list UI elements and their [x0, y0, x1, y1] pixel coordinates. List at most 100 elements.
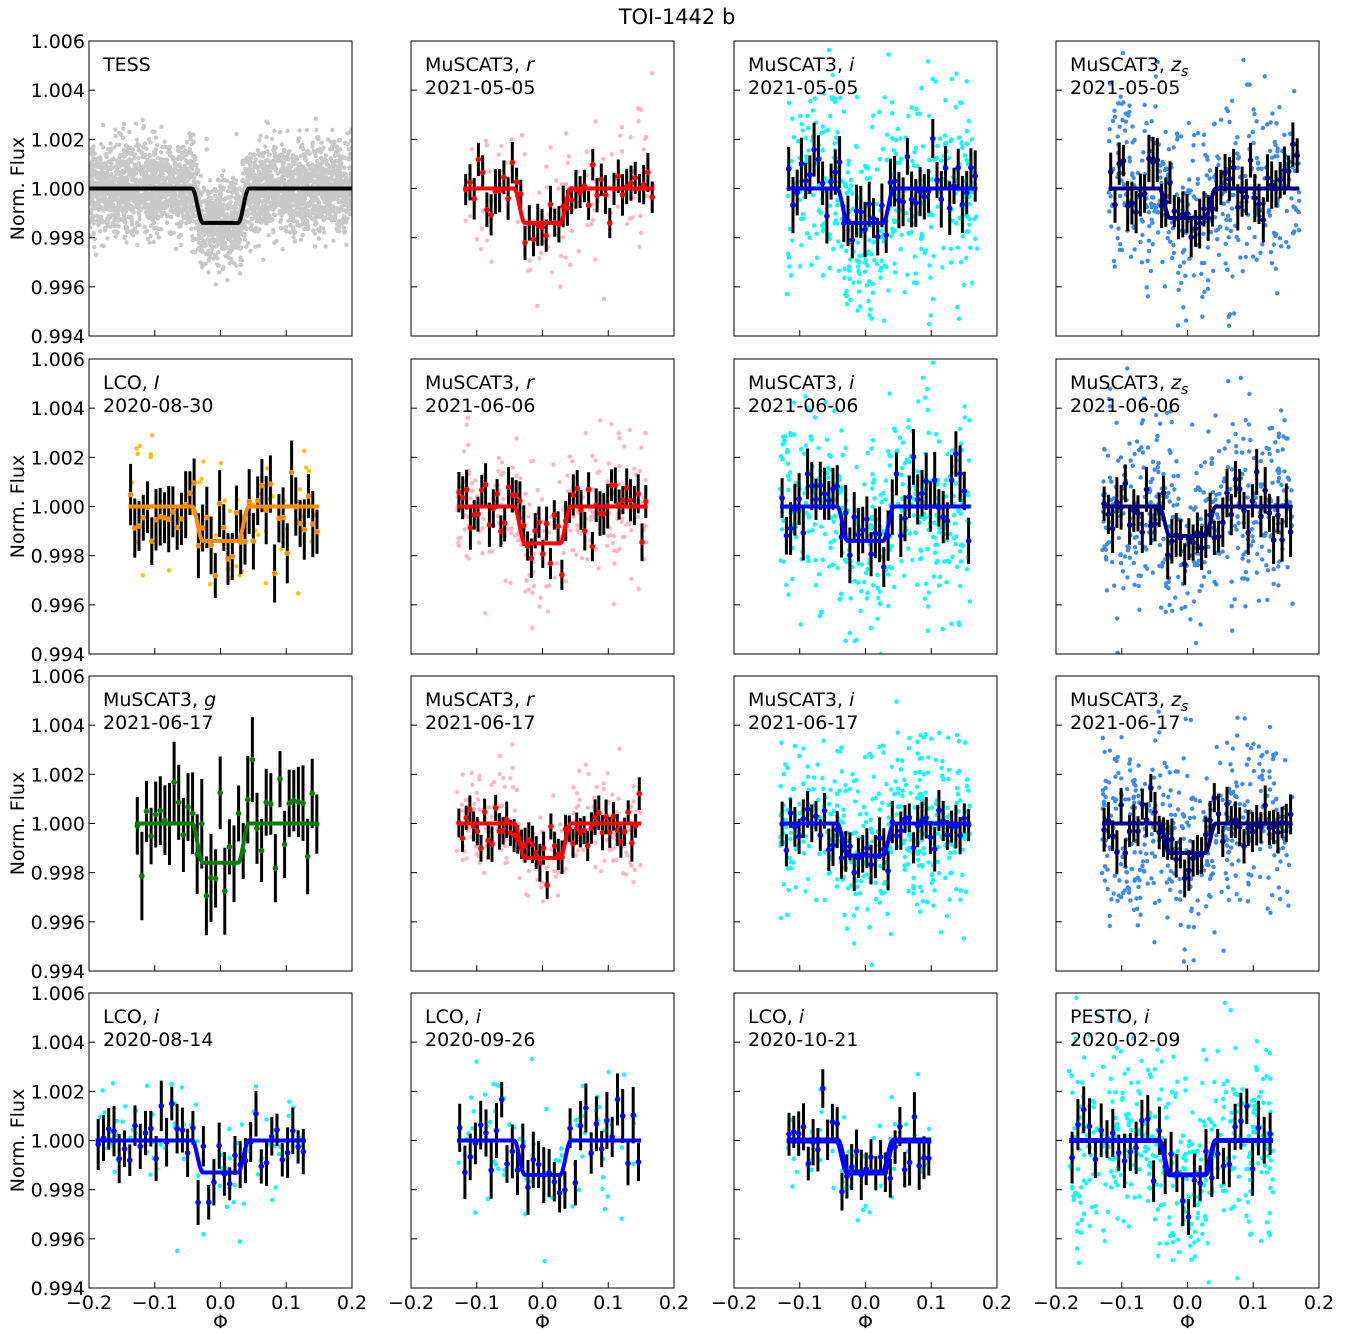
raw-point — [204, 206, 209, 211]
raw-point — [636, 119, 641, 124]
raw-point — [806, 148, 811, 153]
raw-point — [1265, 122, 1270, 127]
raw-point — [1254, 119, 1259, 124]
raw-point — [617, 463, 622, 469]
raw-point — [305, 201, 311, 206]
raw-point — [1110, 118, 1116, 124]
raw-point — [1199, 271, 1204, 277]
raw-point — [1293, 205, 1298, 211]
raw-point — [336, 190, 341, 195]
binned-point — [208, 542, 214, 549]
raw-point — [927, 157, 932, 163]
raw-point — [159, 213, 164, 218]
raw-point — [1228, 228, 1234, 233]
raw-point — [1171, 242, 1176, 248]
raw-point — [928, 313, 933, 318]
raw-point — [531, 583, 537, 589]
y-tick-label: 1.002 — [31, 447, 85, 469]
raw-point — [1179, 280, 1184, 286]
binned-point — [475, 156, 482, 163]
raw-point — [133, 201, 139, 207]
raw-point — [1230, 274, 1235, 279]
raw-point — [219, 173, 225, 178]
raw-point — [275, 171, 280, 176]
raw-point — [537, 604, 542, 609]
raw-point — [1235, 151, 1240, 156]
raw-point — [1211, 268, 1216, 273]
raw-point — [204, 147, 209, 152]
raw-point — [919, 233, 925, 239]
raw-point — [267, 152, 272, 157]
raw-point — [209, 236, 215, 242]
raw-point — [1260, 125, 1266, 131]
binned-point — [250, 538, 257, 544]
raw-point — [317, 229, 322, 234]
raw-point — [315, 198, 320, 203]
binned-point — [1256, 201, 1262, 207]
raw-point — [1203, 152, 1208, 158]
raw-point — [1284, 239, 1289, 245]
binned-point — [1201, 206, 1207, 212]
raw-point — [123, 219, 128, 225]
raw-point — [872, 257, 877, 263]
raw-point — [256, 243, 262, 248]
raw-point — [262, 163, 268, 168]
binned-point — [942, 165, 949, 171]
binned-point — [486, 522, 493, 528]
raw-point — [249, 171, 254, 176]
raw-point — [259, 161, 264, 166]
raw-point — [790, 116, 795, 121]
raw-point — [141, 182, 147, 187]
raw-point — [149, 179, 154, 185]
raw-point — [130, 222, 135, 227]
raw-point — [108, 195, 113, 200]
raw-point — [1202, 289, 1207, 294]
binned-point — [482, 481, 489, 488]
raw-point — [844, 248, 849, 254]
raw-point — [324, 158, 329, 163]
raw-point — [632, 195, 637, 201]
raw-point — [108, 166, 113, 172]
raw-point — [206, 270, 211, 275]
raw-point — [239, 258, 245, 263]
raw-point — [220, 267, 225, 272]
raw-point — [865, 263, 870, 268]
raw-point — [960, 145, 965, 150]
raw-point — [890, 111, 895, 116]
raw-point — [930, 76, 935, 82]
binned-point — [191, 480, 197, 486]
raw-point — [237, 271, 243, 276]
raw-point — [1171, 250, 1177, 256]
y-axis-label: Norm. Flux — [7, 455, 29, 558]
raw-point — [480, 526, 485, 531]
raw-point — [166, 198, 172, 203]
raw-point — [1153, 205, 1159, 210]
binned-point — [522, 239, 528, 246]
raw-point — [328, 213, 334, 219]
binned-point — [649, 194, 655, 200]
raw-point — [1161, 161, 1166, 166]
raw-point — [145, 236, 150, 242]
raw-point — [915, 111, 920, 117]
binned-point — [161, 515, 168, 521]
raw-point — [845, 170, 850, 175]
raw-point — [306, 468, 312, 474]
raw-point — [156, 190, 161, 195]
raw-point — [319, 140, 324, 145]
raw-point — [1175, 134, 1181, 139]
binned-point — [632, 175, 638, 181]
raw-point — [156, 235, 162, 240]
raw-point — [1266, 210, 1271, 215]
raw-point — [217, 270, 222, 275]
raw-point — [1291, 231, 1296, 236]
raw-point — [1224, 106, 1229, 111]
raw-point — [313, 194, 318, 199]
binned-point — [132, 525, 138, 531]
raw-point — [153, 170, 158, 175]
raw-point — [89, 225, 93, 230]
raw-point — [340, 192, 345, 197]
raw-point — [514, 436, 519, 441]
raw-point — [317, 211, 322, 216]
raw-point — [1107, 209, 1112, 214]
